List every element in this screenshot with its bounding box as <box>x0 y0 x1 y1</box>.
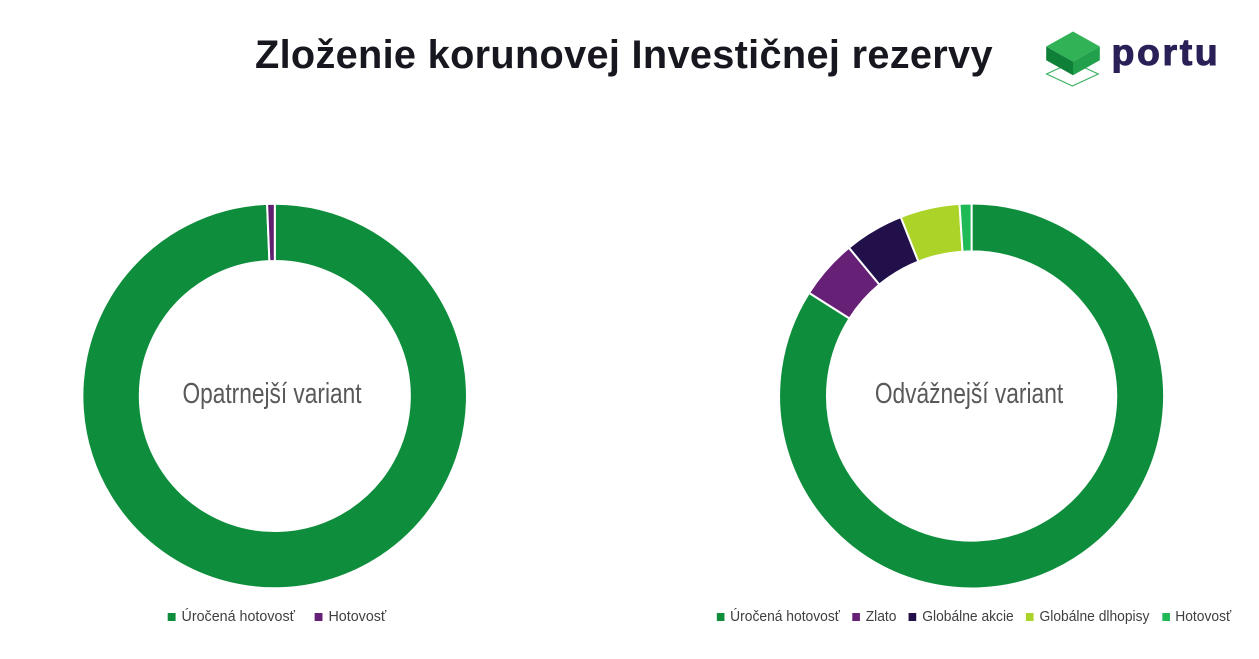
svg-text:portu: portu <box>1112 31 1221 73</box>
